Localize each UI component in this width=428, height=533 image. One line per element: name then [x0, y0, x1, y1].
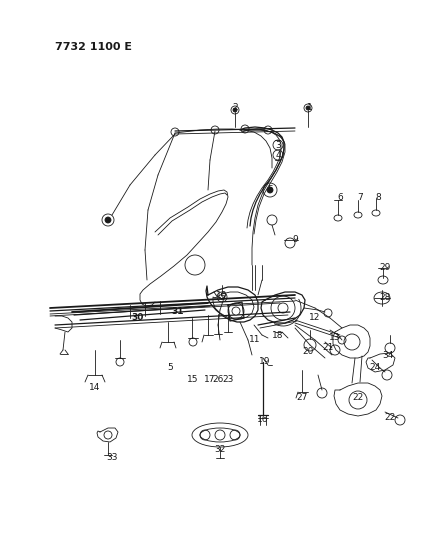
Text: 5: 5 — [267, 185, 273, 195]
Text: 11: 11 — [249, 335, 261, 344]
Text: 17: 17 — [204, 376, 216, 384]
Text: 29: 29 — [379, 263, 391, 272]
Text: 7732 1100 E: 7732 1100 E — [55, 42, 132, 52]
Text: 18: 18 — [272, 330, 284, 340]
Text: 3: 3 — [275, 141, 281, 149]
Text: 6: 6 — [337, 193, 343, 203]
Text: 20: 20 — [302, 348, 314, 357]
Text: 12: 12 — [309, 313, 321, 322]
Text: 21: 21 — [322, 343, 334, 352]
Text: 24: 24 — [369, 364, 380, 373]
Text: 15: 15 — [187, 376, 199, 384]
Text: 19: 19 — [259, 358, 271, 367]
Text: 34: 34 — [382, 351, 394, 359]
Circle shape — [232, 307, 240, 315]
Circle shape — [233, 108, 237, 112]
Text: 8: 8 — [375, 193, 381, 203]
Text: 7: 7 — [357, 193, 363, 203]
Circle shape — [105, 217, 111, 223]
Text: 2: 2 — [232, 103, 238, 112]
Text: 27: 27 — [296, 393, 308, 402]
Text: 14: 14 — [89, 384, 101, 392]
Circle shape — [267, 187, 273, 193]
Text: 4: 4 — [275, 150, 281, 159]
Circle shape — [306, 106, 310, 110]
Text: 5: 5 — [219, 294, 225, 303]
Text: 23: 23 — [222, 376, 234, 384]
Text: 16: 16 — [257, 416, 269, 424]
Text: 5: 5 — [167, 364, 173, 373]
Text: 32: 32 — [214, 446, 226, 455]
Text: 28: 28 — [379, 294, 391, 303]
Text: 30: 30 — [132, 313, 144, 322]
Text: 31: 31 — [172, 308, 184, 317]
Text: 22: 22 — [384, 414, 395, 423]
Text: 33: 33 — [106, 454, 118, 463]
Text: 26: 26 — [212, 376, 224, 384]
Text: 1: 1 — [307, 103, 313, 112]
Text: 10: 10 — [216, 290, 228, 300]
Text: 13: 13 — [329, 334, 341, 343]
Text: 9: 9 — [292, 236, 298, 245]
Text: 22: 22 — [352, 393, 364, 402]
